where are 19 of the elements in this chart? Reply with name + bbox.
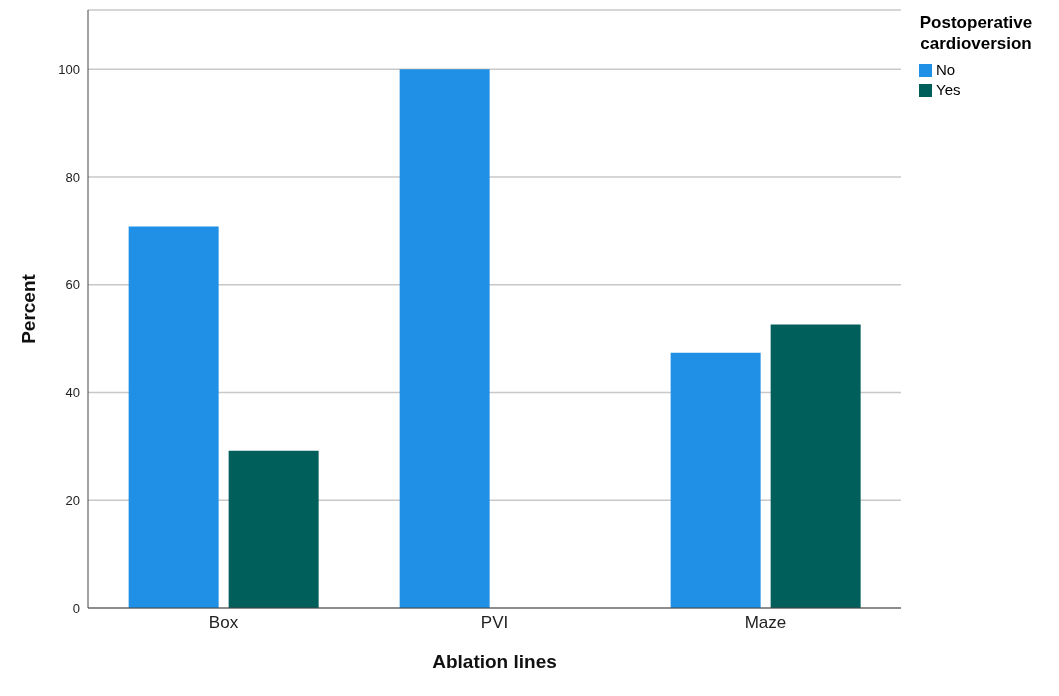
x-tick-label: PVI xyxy=(480,613,509,633)
y-tick-label: 80 xyxy=(65,169,80,185)
y-tick-label: 0 xyxy=(72,600,80,616)
bar xyxy=(399,69,490,608)
x-tick-label: Box xyxy=(208,613,239,633)
y-tick-label: 20 xyxy=(65,492,80,508)
y-tick-label: 100 xyxy=(58,61,80,77)
legend-label: Yes xyxy=(936,80,961,100)
bar xyxy=(670,352,761,608)
legend-title: Postoperative cardioversion xyxy=(918,12,1034,54)
legend-label: No xyxy=(936,60,956,80)
x-axis-title: Ablation lines xyxy=(432,651,557,672)
y-tick-label: 40 xyxy=(65,385,80,401)
y-axis-title: Percent xyxy=(17,273,39,344)
bar xyxy=(128,226,219,608)
y-tick-label: 60 xyxy=(65,277,80,293)
x-tick-label: Maze xyxy=(744,613,787,633)
bar xyxy=(770,324,861,608)
bar xyxy=(228,450,319,608)
